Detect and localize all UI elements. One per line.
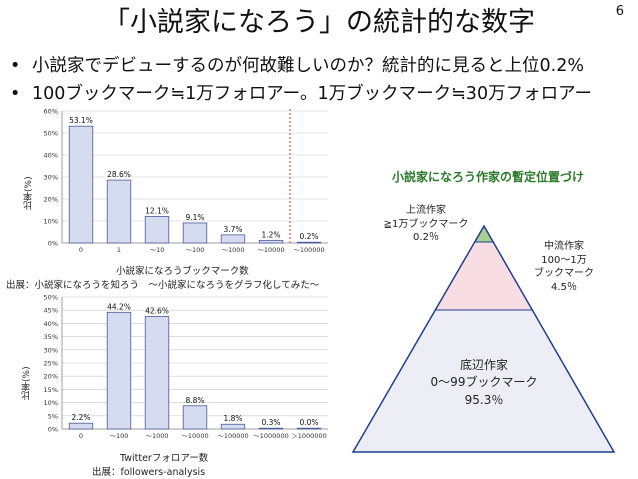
bar [258, 427, 284, 430]
page-number: 6 [615, 4, 624, 19]
bar [144, 215, 170, 244]
middle-tier-name: 中流作家 [544, 241, 584, 252]
y-tick-label: 50% [44, 294, 58, 302]
data-label: 3.7% [223, 225, 242, 234]
bar [296, 241, 322, 244]
middle-tier-percent: 4.5％ [551, 281, 577, 293]
pyramid-outline [351, 224, 616, 453]
y-tick-label: 40% [44, 320, 58, 328]
data-label: 0.2% [299, 232, 318, 241]
data-label: 42.6% [145, 307, 169, 316]
bar [220, 234, 246, 244]
bar [220, 423, 246, 430]
bullet-item: • 100ブックマーク≒1万フォロアー。1万ブックマーク≒30万フォロアー [10, 82, 592, 106]
data-label: 53.1% [69, 116, 93, 125]
top-tier-percent: 0.2％ [413, 232, 439, 243]
x-tick-label: 1 [117, 246, 121, 254]
bar [296, 427, 322, 430]
top-tier-name: 上流作家 [406, 205, 446, 216]
bar [182, 222, 208, 244]
bottom-tier-percent: 95.3％ [464, 392, 504, 407]
x-tick-label: ～1000 [145, 432, 168, 440]
x-tick-label: ～100000 [293, 246, 324, 254]
y-tick-label: 0% [48, 240, 58, 248]
chart1-xlabel: 小説家になろうブックマーク数 [116, 266, 249, 277]
y-tick-label: 10% [44, 399, 58, 407]
bar [106, 311, 132, 430]
y-tick-label: 60% [44, 108, 58, 116]
y-tick-label: 0% [48, 426, 58, 434]
pyramid-top-tier [475, 226, 493, 242]
y-tick-label: 25% [44, 360, 58, 368]
followers-chart: 0% 5% 10% 15% 20% 25% 30% 35% 40% 45% 50% 2.2% 0 44.2… [44, 294, 328, 440]
y-tick-label: 10% [44, 218, 58, 226]
pyramid-middle-tier [436, 242, 532, 310]
x-tick-label: ～100 [186, 246, 205, 254]
middle-tier-range: 100〜1万 [541, 254, 587, 266]
bullet-dot: • [10, 84, 21, 104]
x-tick-label: ～10000 [181, 432, 208, 440]
y-tick-label: 45% [44, 307, 58, 315]
bullet-text: 小説家でデビューするのが何故難しいのか？統計的に見ると上位0.2% [32, 56, 584, 76]
data-label: 28.6% [107, 170, 131, 179]
data-label: 8.8% [185, 396, 204, 405]
y-tick-label: 50% [44, 130, 58, 138]
data-label: 0.3% [261, 418, 280, 427]
x-tick-label: ～10000 [257, 246, 284, 254]
x-tick-label: ～100000 [217, 432, 248, 440]
data-label: 2.2% [71, 413, 90, 422]
data-label: 9.1% [185, 213, 204, 222]
x-tick-label: ～10 [150, 246, 165, 254]
bullet-text: 100ブックマーク≒1万フォロアー。1万ブックマーク≒30万フォロアー [32, 84, 593, 104]
pyramid-bottom-tier [353, 310, 614, 452]
bullet-dot: • [10, 56, 21, 76]
y-tick-label: 30% [44, 174, 58, 182]
middle-tier-label: 中流作家 100〜1万 ブックマーク 4.5％ [526, 240, 602, 294]
pyramid-title: 小説家になろう作家の暫定位置づけ [391, 170, 584, 184]
middle-tier-range2: ブックマーク [534, 268, 594, 279]
bottom-tier-label: 底辺作家 0〜99ブックマーク 95.3％ [414, 357, 554, 409]
bar [68, 125, 94, 244]
x-tick-label: 0 [79, 432, 83, 440]
data-label: 12.1% [145, 206, 169, 215]
data-label: 1.2% [261, 230, 280, 239]
x-tick-label: ～1000 [221, 246, 244, 254]
top-tier-range: ≧1万ブックマーク [383, 218, 469, 230]
x-tick-label: ～1000000 [253, 432, 288, 440]
y-tick-label: 20% [44, 196, 58, 204]
top-tier-label: 上流作家 ≧1万ブックマーク 0.2％ [372, 204, 480, 245]
y-tick-label: 35% [44, 333, 58, 341]
chart1-source: 出展：小説家になろうを知ろう ～小説家になろうをグラフ化してみた～ [6, 280, 320, 291]
y-tick-label: 30% [44, 346, 58, 354]
x-tick-label: ～100 [110, 432, 129, 440]
slide-title: 「小説家になろう」の統計的な数字 [103, 7, 535, 38]
bullet-item: • 小説家でデビューするのが何故難しいのか？統計的に見ると上位0.2% [10, 54, 584, 78]
bar [106, 179, 132, 244]
y-tick-label: 5% [48, 412, 58, 420]
y-tick-label: 20% [44, 373, 58, 381]
bar [68, 422, 94, 430]
bar [258, 239, 284, 244]
y-tick-label: 40% [44, 152, 58, 160]
data-label: 44.2% [107, 302, 131, 311]
bookmark-chart: 0% 10% 20% 30% 40% 50% 60% 53.1% 0 28.6% 1 12.1% ～10… [44, 108, 328, 254]
chart2-xlabel: Twitterフォロアー数 [120, 453, 209, 464]
y-tick-label: 15% [44, 386, 58, 394]
x-tick-label: 0 [79, 246, 83, 254]
x-tick-label: ＞1000000 [291, 432, 326, 440]
bar [182, 405, 208, 430]
data-label: 1.8% [223, 414, 242, 423]
bottom-tier-name: 底辺作家 [459, 358, 508, 372]
chart2-source: 出展：followers-analysis [92, 467, 206, 478]
bottom-tier-range: 0〜99ブックマーク [430, 375, 538, 390]
bar [144, 316, 170, 430]
data-label: 0.0% [299, 418, 318, 427]
